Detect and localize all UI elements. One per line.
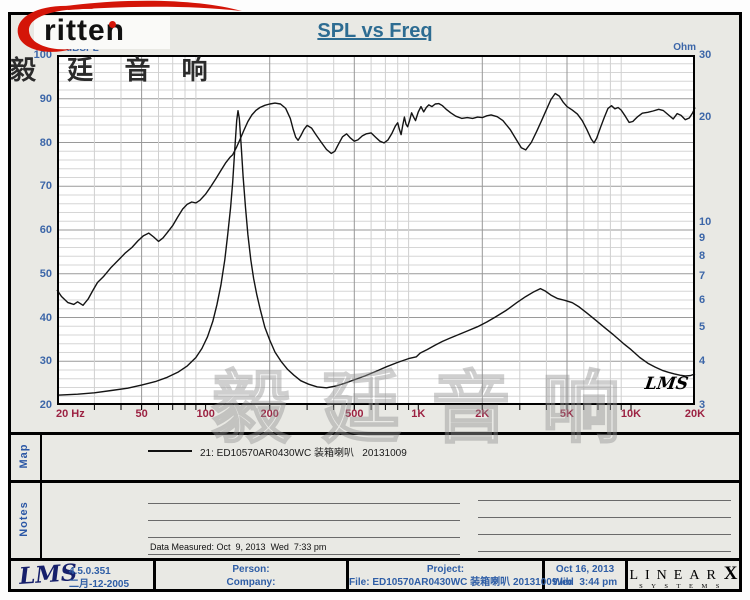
tick-label-right: 7 bbox=[699, 270, 706, 283]
tick-label-right: 6 bbox=[699, 293, 706, 306]
tick-label-left: 20 bbox=[39, 399, 52, 411]
footer-divider bbox=[625, 561, 628, 589]
print-date: Oct 16, 2013 bbox=[555, 564, 615, 575]
footer-bar: LMS 4.5.0.351 二月-12-2005 Person: Company… bbox=[8, 558, 742, 592]
notes-rule-line bbox=[148, 554, 460, 555]
tick-label-left: 80 bbox=[39, 136, 52, 149]
notes-rule-line bbox=[148, 520, 460, 521]
notes-rule-line bbox=[478, 534, 731, 535]
tick-label-right: 3 bbox=[699, 399, 706, 411]
map-panel-label: Map bbox=[18, 443, 30, 469]
spl-impedance-plot bbox=[56, 55, 696, 410]
project-label: Project: bbox=[426, 564, 465, 575]
notes-rule-line bbox=[478, 500, 731, 501]
brand-name: ritten bbox=[44, 14, 125, 47]
tick-label-right: 4 bbox=[699, 355, 706, 368]
notes-rule-line bbox=[148, 537, 460, 538]
tick-label-right: 8 bbox=[699, 249, 706, 262]
brand-chinese-name: 毅 廷 音 响 bbox=[10, 55, 220, 85]
notes-panel-label: Notes bbox=[18, 501, 30, 537]
tick-label-right: 20 bbox=[699, 110, 712, 123]
footer-brand-cell: LINEAR X SYSTEMS bbox=[628, 561, 739, 590]
software-version: 4.5.0.351 bbox=[69, 566, 111, 577]
tick-label-right: 9 bbox=[699, 232, 706, 244]
footer-divider bbox=[346, 561, 349, 589]
tick-label-x: 50 bbox=[135, 408, 148, 420]
brand-red-dot-icon bbox=[109, 21, 116, 28]
print-time: Wed 3:44 pm bbox=[552, 577, 618, 588]
tick-label-left: 30 bbox=[39, 355, 52, 368]
tick-label-x: 20K bbox=[684, 408, 706, 420]
tick-label-left: 90 bbox=[39, 92, 52, 105]
tick-label-x: 10K bbox=[620, 408, 642, 420]
footer-version-cell: LMS 4.5.0.351 二月-12-2005 bbox=[11, 559, 153, 590]
legend-entry: 21: ED10570AR0430WC 装箱喇叭 20131009 bbox=[200, 448, 407, 459]
legend-curve-sample bbox=[148, 450, 192, 452]
impedance-curve bbox=[56, 110, 696, 396]
project-file: File: ED10570AR0430WC 装箱喇叭 20131009.lib bbox=[349, 577, 572, 588]
tick-label-x: 20 Hz bbox=[56, 408, 85, 420]
linearx-brand: LINEAR bbox=[629, 568, 723, 583]
tick-label-x: 2K bbox=[475, 408, 490, 420]
spl-curve bbox=[56, 92, 696, 307]
tick-label-right: 30 bbox=[699, 49, 712, 61]
data-measured-note: Data Measured: Oct 9, 2013 Wed 7:33 pm bbox=[150, 542, 327, 552]
chinese-watermark: 毅廷音响 bbox=[211, 363, 653, 453]
notes-rule-line bbox=[148, 503, 460, 504]
footer-divider bbox=[153, 561, 156, 589]
chart-title: SPL vs Freq bbox=[317, 20, 433, 42]
footer-date-cell: Oct 16, 2013 Wed 3:44 pm bbox=[545, 561, 625, 589]
tick-label-x: 5K bbox=[559, 408, 574, 420]
tick-label-left: 60 bbox=[39, 224, 52, 236]
tick-label-right: 10 bbox=[699, 215, 712, 228]
notes-rule-line bbox=[478, 517, 731, 518]
notes-rule-line bbox=[478, 551, 731, 552]
tick-label-left: 100 bbox=[33, 49, 52, 61]
tick-label-left: 70 bbox=[39, 180, 52, 193]
tick-label-left: 50 bbox=[39, 267, 52, 280]
map-label-divider bbox=[40, 435, 42, 480]
tick-label-right: 5 bbox=[699, 321, 706, 334]
footer-person-cell: Person: Company: bbox=[156, 561, 346, 589]
linearx-systems-label: SYSTEMS bbox=[639, 583, 728, 590]
right-axis-title: Ohm bbox=[673, 42, 696, 53]
linearx-brand-x: X bbox=[723, 563, 738, 584]
logo-background bbox=[34, 16, 170, 49]
brand-swoosh-icon bbox=[17, 0, 242, 52]
tick-label-x: 100 bbox=[196, 408, 215, 420]
company-label: Company: bbox=[226, 577, 276, 588]
tick-label-x: 200 bbox=[260, 408, 279, 420]
notes-label-divider bbox=[40, 483, 42, 558]
tick-label-x: 1K bbox=[411, 408, 426, 420]
footer-project-cell: Project: File: ED10570AR0430WC 装箱喇叭 2013… bbox=[349, 561, 572, 589]
tick-label-x: 500 bbox=[345, 408, 364, 420]
footer-divider bbox=[542, 561, 545, 589]
software-version-date: 二月-12-2005 bbox=[69, 579, 130, 590]
person-label: Person: bbox=[232, 564, 270, 575]
tick-label-left: 40 bbox=[39, 311, 52, 324]
